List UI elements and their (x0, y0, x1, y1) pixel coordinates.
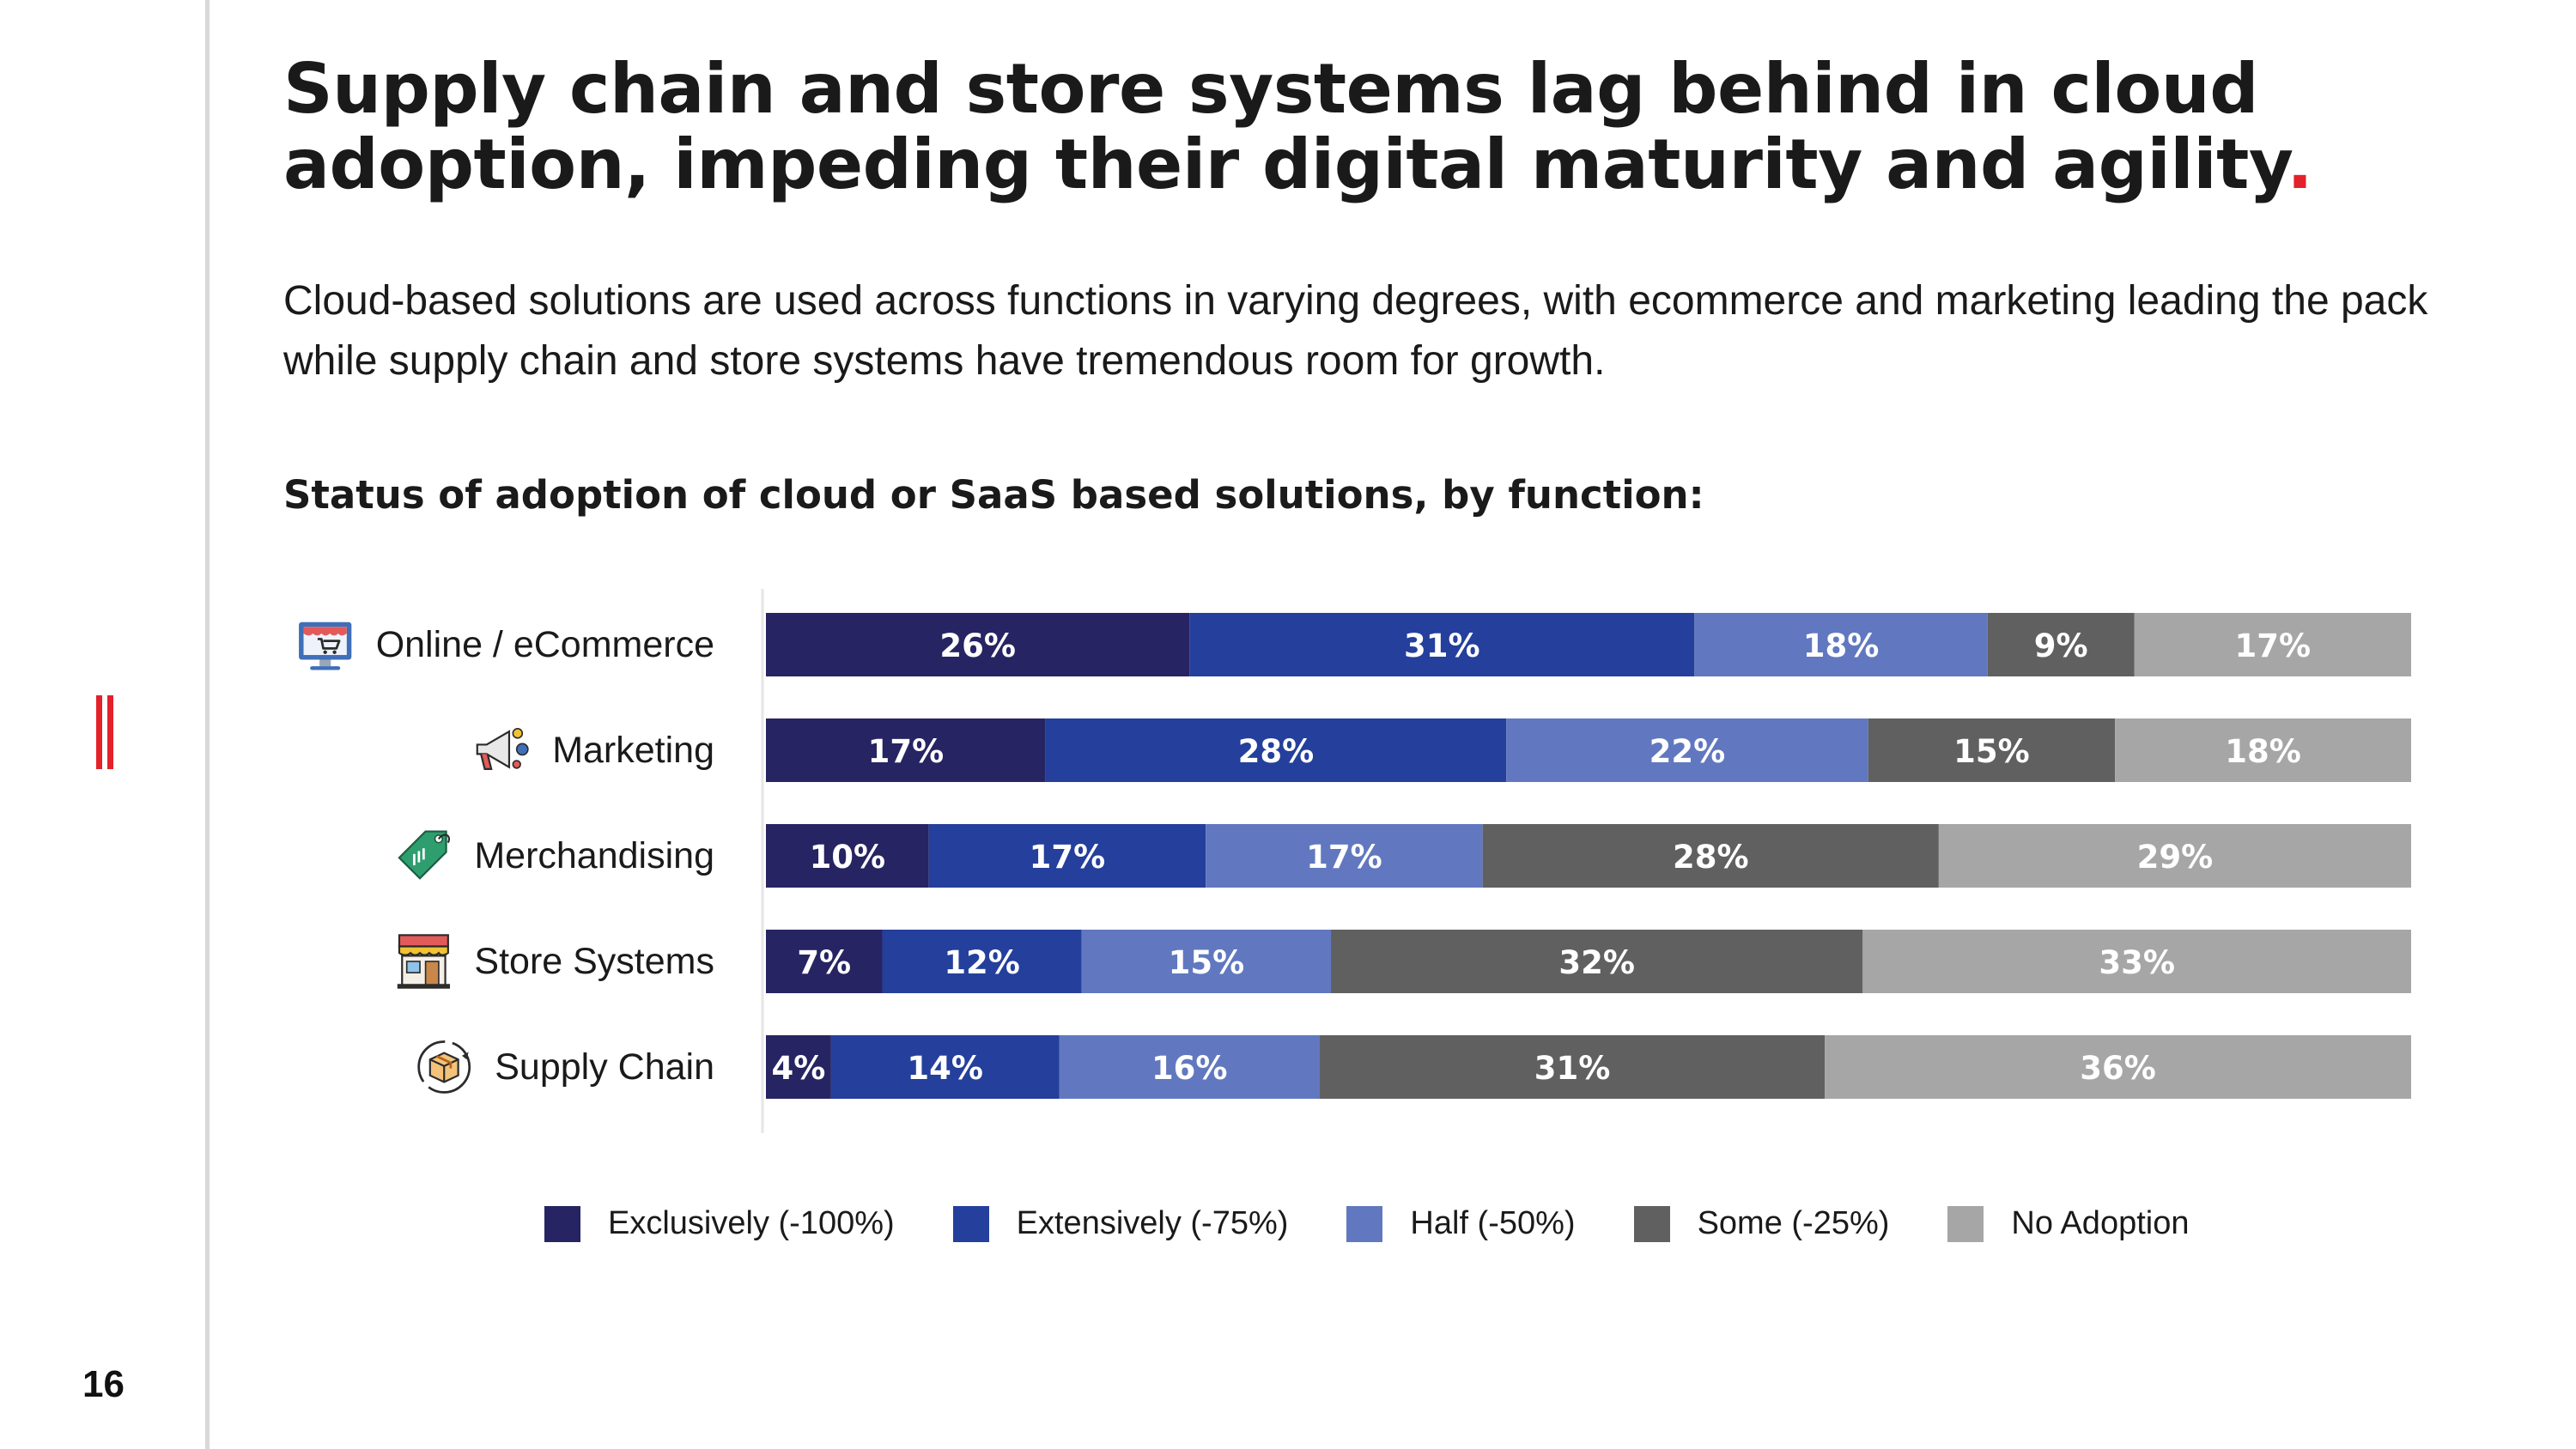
legend-label: Extensively (-75%) (1016, 1205, 1289, 1241)
bar-store-systems-some-25 (1331, 930, 1863, 993)
data-label-merchandising-half-50: 17% (1306, 839, 1382, 876)
bar-marketing-extensively-75 (1045, 718, 1507, 782)
data-label-online-ecommerce-exclusively-100: 26% (939, 627, 1016, 664)
bar-online-ecommerce-no-adoption (2134, 613, 2411, 676)
legend-swatch (1633, 1205, 1670, 1242)
legend-swatch (544, 1205, 580, 1242)
bar-supply-chain-half-50 (1059, 1035, 1320, 1099)
data-label-supply-chain-no-adoption: 36% (2080, 1050, 2156, 1087)
data-label-store-systems-exclusively-100: 7% (797, 944, 851, 981)
legend-item-extensively-75: Extensively (-75%) (952, 1205, 1289, 1242)
data-label-marketing-some-25: 15% (1953, 733, 2030, 770)
data-label-marketing-extensively-75: 28% (1238, 733, 1315, 770)
data-label-supply-chain-exclusively-100: 4% (772, 1050, 826, 1087)
data-label-merchandising-no-adoption: 29% (2137, 839, 2214, 876)
data-label-supply-chain-extensively-75: 14% (907, 1050, 983, 1087)
legend-label: Half (-50%) (1410, 1205, 1576, 1241)
bar-online-ecommerce-exclusively-100 (766, 613, 1190, 676)
category-label-marketing: Marketing (552, 730, 714, 771)
bar-marketing-half-50 (1506, 718, 1868, 782)
legend-swatch (952, 1205, 989, 1242)
category-labels-layer: Online / eCommerce Marketing Merchandising… (297, 621, 714, 1094)
data-label-store-systems-extensively-75: 12% (944, 944, 1020, 981)
package-icon (417, 1040, 471, 1094)
data-label-store-systems-no-adoption: 33% (2099, 944, 2175, 981)
data-label-merchandising-exclusively-100: 10% (810, 839, 886, 876)
bar-merchandising-some-25 (1482, 824, 1939, 888)
data-label-store-systems-some-25: 32% (1558, 944, 1635, 981)
bar-merchandising-no-adoption (1938, 824, 2411, 888)
data-label-online-ecommerce-no-adoption: 17% (2234, 627, 2311, 664)
page-number: 16 (82, 1363, 125, 1405)
bar-online-ecommerce-half-50 (1694, 613, 1988, 676)
page-title: Supply chain and store systems lag behin… (283, 52, 2430, 203)
bar-merchandising-exclusively-100 (766, 824, 929, 888)
data-label-marketing-no-adoption: 18% (2225, 733, 2301, 770)
data-label-supply-chain-half-50: 16% (1151, 1050, 1228, 1087)
legend-label: Some (-25%) (1697, 1205, 1890, 1241)
bar-marketing-some-25 (1868, 718, 2116, 782)
bar-supply-chain-exclusively-100 (766, 1035, 831, 1099)
bar-marketing-exclusively-100 (766, 718, 1046, 782)
legend-swatch (1947, 1205, 1984, 1242)
page-subtitle: Cloud-based solutions are used across fu… (283, 278, 2428, 384)
page-title-text: Supply chain and store systems lag behin… (283, 49, 2287, 204)
bar-supply-chain-some-25 (1319, 1035, 1826, 1099)
legend-item-exclusively-100: Exclusively (-100%) (544, 1205, 895, 1242)
data-label-marketing-half-50: 22% (1649, 733, 1726, 770)
bar-merchandising-half-50 (1206, 824, 1483, 888)
shop-icon (297, 621, 353, 671)
bar-online-ecommerce-extensively-75 (1189, 613, 1695, 676)
data-label-online-ecommerce-some-25: 9% (2034, 627, 2088, 664)
bar-store-systems-exclusively-100 (766, 930, 883, 993)
legend-item-half-50: Half (-50%) (1346, 1205, 1576, 1242)
data-label-store-systems-half-50: 15% (1169, 944, 1245, 981)
bar-supply-chain-no-adoption (1825, 1035, 2411, 1099)
bar-store-systems-no-adoption (1862, 930, 2411, 993)
bar-store-systems-extensively-75 (882, 930, 1082, 993)
data-label-marketing-exclusively-100: 17% (868, 733, 945, 770)
legend-item-no-adoption: No Adoption (1947, 1205, 2189, 1242)
category-label-merchandising: Merchandising (474, 835, 714, 876)
category-label-supply-chain: Supply Chain (495, 1046, 714, 1088)
data-label-online-ecommerce-extensively-75: 31% (1404, 627, 1480, 664)
category-label-online-ecommerce: Online / eCommerce (376, 624, 714, 665)
bars-layer: 26% 31% 18% 9% 17% 17% 28% 22% 15% 18% 10% 17% 17% 28… (766, 613, 2411, 1099)
data-label-supply-chain-some-25: 31% (1534, 1050, 1611, 1087)
megaphone-icon (476, 727, 529, 770)
bar-store-systems-half-50 (1081, 930, 1332, 993)
bar-merchandising-extensively-75 (928, 824, 1206, 888)
category-label-store-systems: Store Systems (474, 941, 714, 982)
page-title-period: . (2287, 124, 2313, 204)
data-label-merchandising-some-25: 28% (1673, 839, 1749, 876)
legend-label: No Adoption (2011, 1205, 2190, 1241)
data-label-merchandising-extensively-75: 17% (1030, 839, 1106, 876)
bar-marketing-no-adoption (2115, 718, 2411, 782)
legend-item-some-25: Some (-25%) (1633, 1205, 1890, 1242)
legend-label: Exclusively (-100%) (608, 1205, 895, 1241)
legend-swatch (1346, 1205, 1383, 1242)
price-tag-icon (398, 830, 451, 880)
chart-title: Status of adoption of cloud or SaaS base… (283, 472, 1704, 518)
bar-online-ecommerce-some-25 (1987, 613, 2135, 676)
data-label-online-ecommerce-half-50: 18% (1803, 627, 1880, 664)
store-icon (396, 934, 452, 990)
bar-supply-chain-extensively-75 (830, 1035, 1060, 1099)
accent-marks (96, 695, 113, 769)
left-rule (205, 0, 210, 1449)
chart-legend: Exclusively (-100%) Extensively (-75%) Hal… (544, 1205, 2247, 1242)
